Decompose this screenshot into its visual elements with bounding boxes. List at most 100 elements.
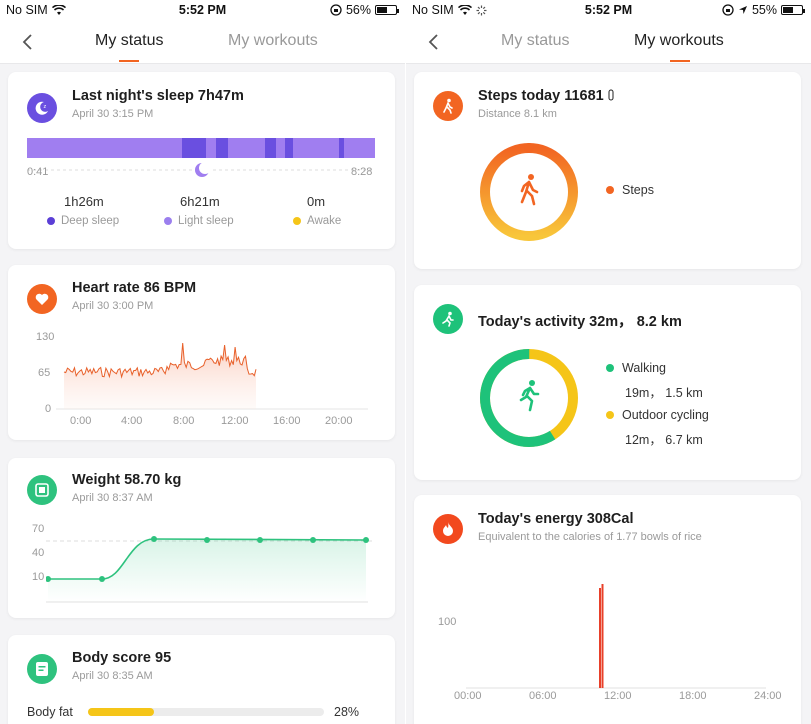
weight-chart bbox=[46, 536, 372, 603]
running-icon bbox=[433, 304, 463, 334]
y-tick-label: 130 bbox=[36, 331, 55, 343]
heart-rate-title: Heart rate 86 BPM bbox=[72, 280, 197, 296]
heart-rate-date: April 30 3:00 PM bbox=[72, 300, 154, 312]
loading-spinner-icon bbox=[476, 5, 487, 15]
sleep-moon-icon: z bbox=[27, 93, 57, 123]
body-score-card[interactable]: Body score 95 April 30 8:35 AM Body fat … bbox=[8, 635, 395, 724]
deep-sleep-legend: Deep sleep bbox=[47, 215, 119, 227]
x-tick-label: 18:00 bbox=[679, 690, 707, 702]
tab-my-workouts[interactable]: My workouts bbox=[634, 32, 724, 49]
deep-sleep-value: 1h26m bbox=[64, 194, 104, 209]
walking-legend: Walking bbox=[606, 361, 666, 375]
tab-my-status[interactable]: My status bbox=[501, 32, 570, 49]
report-icon bbox=[27, 654, 57, 684]
watch-icon bbox=[608, 89, 614, 101]
x-tick-label: 12:00 bbox=[604, 690, 632, 702]
back-arrow-icon[interactable] bbox=[424, 31, 446, 53]
location-arrow-icon bbox=[738, 6, 747, 14]
top-nav: My status My workouts bbox=[0, 22, 405, 64]
sleep-start-time: 0:41 bbox=[27, 166, 49, 178]
weight-point bbox=[151, 536, 157, 542]
weight-point bbox=[99, 576, 105, 582]
energy-subtitle: Equivalent to the calories of 1.77 bowls… bbox=[478, 531, 702, 543]
status-bar: No SIM 5:52 PM 56% bbox=[0, 0, 405, 22]
x-tick-label: 00:00 bbox=[454, 690, 482, 702]
walking-segment bbox=[480, 349, 578, 447]
battery-percent: 55% bbox=[751, 3, 777, 17]
rotation-lock-icon bbox=[330, 4, 342, 16]
tab-my-workouts[interactable]: My workouts bbox=[228, 32, 318, 49]
weight-title: Weight 58.70 kg bbox=[72, 472, 182, 488]
weight-point bbox=[46, 576, 51, 582]
left-screen: No SIM 5:52 PM 56% My status My workouts… bbox=[0, 0, 405, 724]
steps-walker-icon bbox=[520, 174, 539, 206]
x-tick-label: 12:00 bbox=[221, 415, 249, 427]
deep-sleep-segment bbox=[285, 138, 293, 158]
sleep-title: Last night's sleep 7h47m bbox=[72, 88, 244, 104]
sleep-card[interactable]: z Last night's sleep 7h47m April 30 3:15… bbox=[8, 72, 395, 249]
status-bar: No SIM 5:52 PM 55% bbox=[406, 0, 811, 22]
weight-date: April 30 8:37 AM bbox=[72, 492, 153, 504]
weight-point bbox=[310, 537, 316, 543]
deep-sleep-segment bbox=[216, 138, 228, 158]
battery-icon bbox=[781, 5, 805, 15]
flame-icon bbox=[433, 514, 463, 544]
deep-sleep-segment bbox=[339, 138, 344, 158]
energy-chart bbox=[466, 584, 766, 689]
body-score-title: Body score 95 bbox=[72, 650, 172, 666]
x-tick-label: 06:00 bbox=[529, 690, 557, 702]
rotation-lock-icon bbox=[722, 4, 734, 16]
body-fat-label: Body fat bbox=[27, 705, 73, 719]
heart-icon bbox=[27, 284, 57, 314]
steps-card[interactable]: Steps today 11681 Distance 8.1 km Steps bbox=[414, 72, 801, 269]
activity-card[interactable]: Today's activity 32m， 8.2 km Walking 19m… bbox=[414, 285, 801, 480]
clock: 5:52 PM bbox=[584, 3, 633, 17]
active-tab-indicator bbox=[119, 60, 139, 62]
x-tick-label: 4:00 bbox=[121, 415, 143, 427]
sleep-date: April 30 3:15 PM bbox=[72, 108, 154, 120]
wifi-icon bbox=[51, 4, 66, 15]
x-tick-label: 8:00 bbox=[173, 415, 195, 427]
awake-legend: Awake bbox=[293, 215, 341, 227]
tab-my-status[interactable]: My status bbox=[95, 32, 164, 49]
activity-runner-icon bbox=[519, 380, 540, 412]
steps-distance: Distance 8.1 km bbox=[478, 108, 557, 120]
activity-ring bbox=[480, 349, 578, 447]
cycling-detail: 12m， 6.7 km bbox=[625, 433, 703, 447]
light-sleep-legend: Light sleep bbox=[164, 215, 234, 227]
weight-card[interactable]: Weight 58.70 kg April 30 8:37 AM 70 40 1… bbox=[8, 458, 395, 618]
y-tick-label: 0 bbox=[45, 403, 52, 415]
cycling-legend: Outdoor cycling bbox=[606, 408, 709, 422]
y-tick-label: 65 bbox=[38, 367, 51, 379]
light-sleep-value: 6h21m bbox=[180, 194, 220, 209]
x-tick-label: 20:00 bbox=[325, 415, 353, 427]
energy-bar bbox=[599, 588, 601, 688]
steps-ring bbox=[480, 143, 578, 241]
clock: 5:52 PM bbox=[178, 3, 227, 17]
energy-card[interactable]: Today's energy 308Cal Equivalent to the … bbox=[414, 495, 801, 724]
top-nav: My status My workouts bbox=[406, 22, 811, 64]
body-score-date: April 30 8:35 AM bbox=[72, 670, 153, 682]
body-fat-bar bbox=[88, 708, 324, 716]
body-fat-bar-fill bbox=[88, 708, 155, 716]
sleep-end-time: 8:28 bbox=[351, 166, 373, 178]
walking-icon bbox=[433, 91, 463, 121]
heart-rate-chart bbox=[56, 342, 368, 410]
steps-legend: Steps bbox=[606, 183, 654, 197]
body-fat-value: 28% bbox=[334, 705, 360, 719]
y-tick-label: 10 bbox=[32, 571, 45, 583]
scale-icon bbox=[27, 475, 57, 505]
sleep-stage-chart bbox=[27, 138, 375, 177]
carrier-label: No SIM bbox=[412, 3, 454, 17]
energy-title: Today's energy 308Cal bbox=[478, 511, 634, 527]
x-tick-label: 16:00 bbox=[273, 415, 301, 427]
back-arrow-icon[interactable] bbox=[18, 31, 40, 53]
y-tick-label: 40 bbox=[32, 547, 45, 559]
awake-value: 0m bbox=[307, 194, 326, 209]
x-tick-label: 0:00 bbox=[70, 415, 92, 427]
deep-sleep-segment bbox=[182, 138, 206, 158]
energy-bar bbox=[601, 584, 604, 688]
heart-rate-card[interactable]: Heart rate 86 BPM April 30 3:00 PM 130 6… bbox=[8, 265, 395, 440]
deep-sleep-segment bbox=[265, 138, 276, 158]
y-tick-label: 70 bbox=[32, 523, 45, 535]
